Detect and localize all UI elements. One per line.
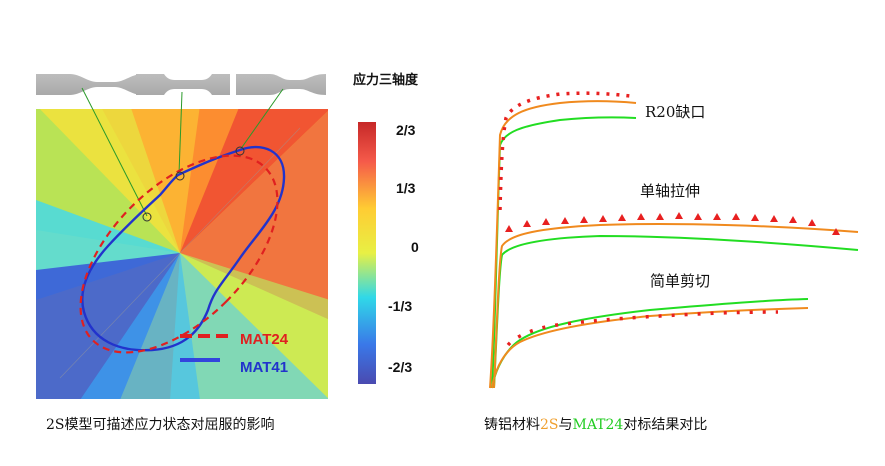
r20-notch-label: R20缺口 <box>645 103 705 121</box>
colorbar-tick-neg-2-3: -2/3 <box>388 359 412 375</box>
right-caption-middle: 与 <box>558 417 573 433</box>
colorbar-tick-neg-1-3: -1/3 <box>388 298 412 314</box>
uniaxial-red-triangle-markers <box>505 212 840 235</box>
uniaxial-orange-curve <box>493 222 859 389</box>
colorbar-tick-1-3: 1/3 <box>396 180 416 196</box>
leader-line-notched-right <box>239 88 284 151</box>
right-caption: 铸铝材料2S与MAT24对标结果对比 <box>484 414 707 434</box>
right-caption-mat-a: 2S <box>540 417 559 433</box>
specimen-uniaxial <box>136 74 230 95</box>
colorbar-title: 应力三轴度 <box>353 72 419 88</box>
r20-orange-curve <box>489 100 637 389</box>
right-caption-prefix: 铸铝材料 <box>484 417 540 433</box>
specimen-notched-right <box>236 74 326 95</box>
left-caption: 2S模型可描述应力状态对屈服的影响 <box>46 417 275 433</box>
marker-notched-left <box>142 212 152 222</box>
colorbar-tick-0: 0 <box>411 239 419 255</box>
colorbar <box>358 122 376 384</box>
legend-mat41-label: MAT41 <box>240 359 288 376</box>
right-caption-suffix: 对标结果对比 <box>623 417 708 433</box>
specimen-notched-left <box>36 74 142 95</box>
r20-red-dotted-curve <box>498 91 631 211</box>
right-caption-mat-b: MAT24 <box>572 417 624 433</box>
stress-triaxiality-field <box>36 109 328 399</box>
colorbar-tick-2-3: 2/3 <box>396 122 416 138</box>
leader-line-notched-left <box>81 87 148 217</box>
simple-shear-label: 简单剪切 <box>650 272 710 290</box>
mat24-yield-surface <box>79 154 279 354</box>
shear-green-curve <box>491 298 809 389</box>
legend-mat24-label: MAT24 <box>240 331 289 348</box>
r20-green-curve <box>491 116 637 389</box>
marker-uniaxial <box>175 171 185 181</box>
marker-notched-right <box>235 146 245 156</box>
uniaxial-green-curve <box>493 234 859 389</box>
leader-line-uniaxial <box>178 91 183 175</box>
uniaxial-tension-label: 单轴拉伸 <box>640 182 700 200</box>
shear-orange-curve <box>491 307 809 389</box>
